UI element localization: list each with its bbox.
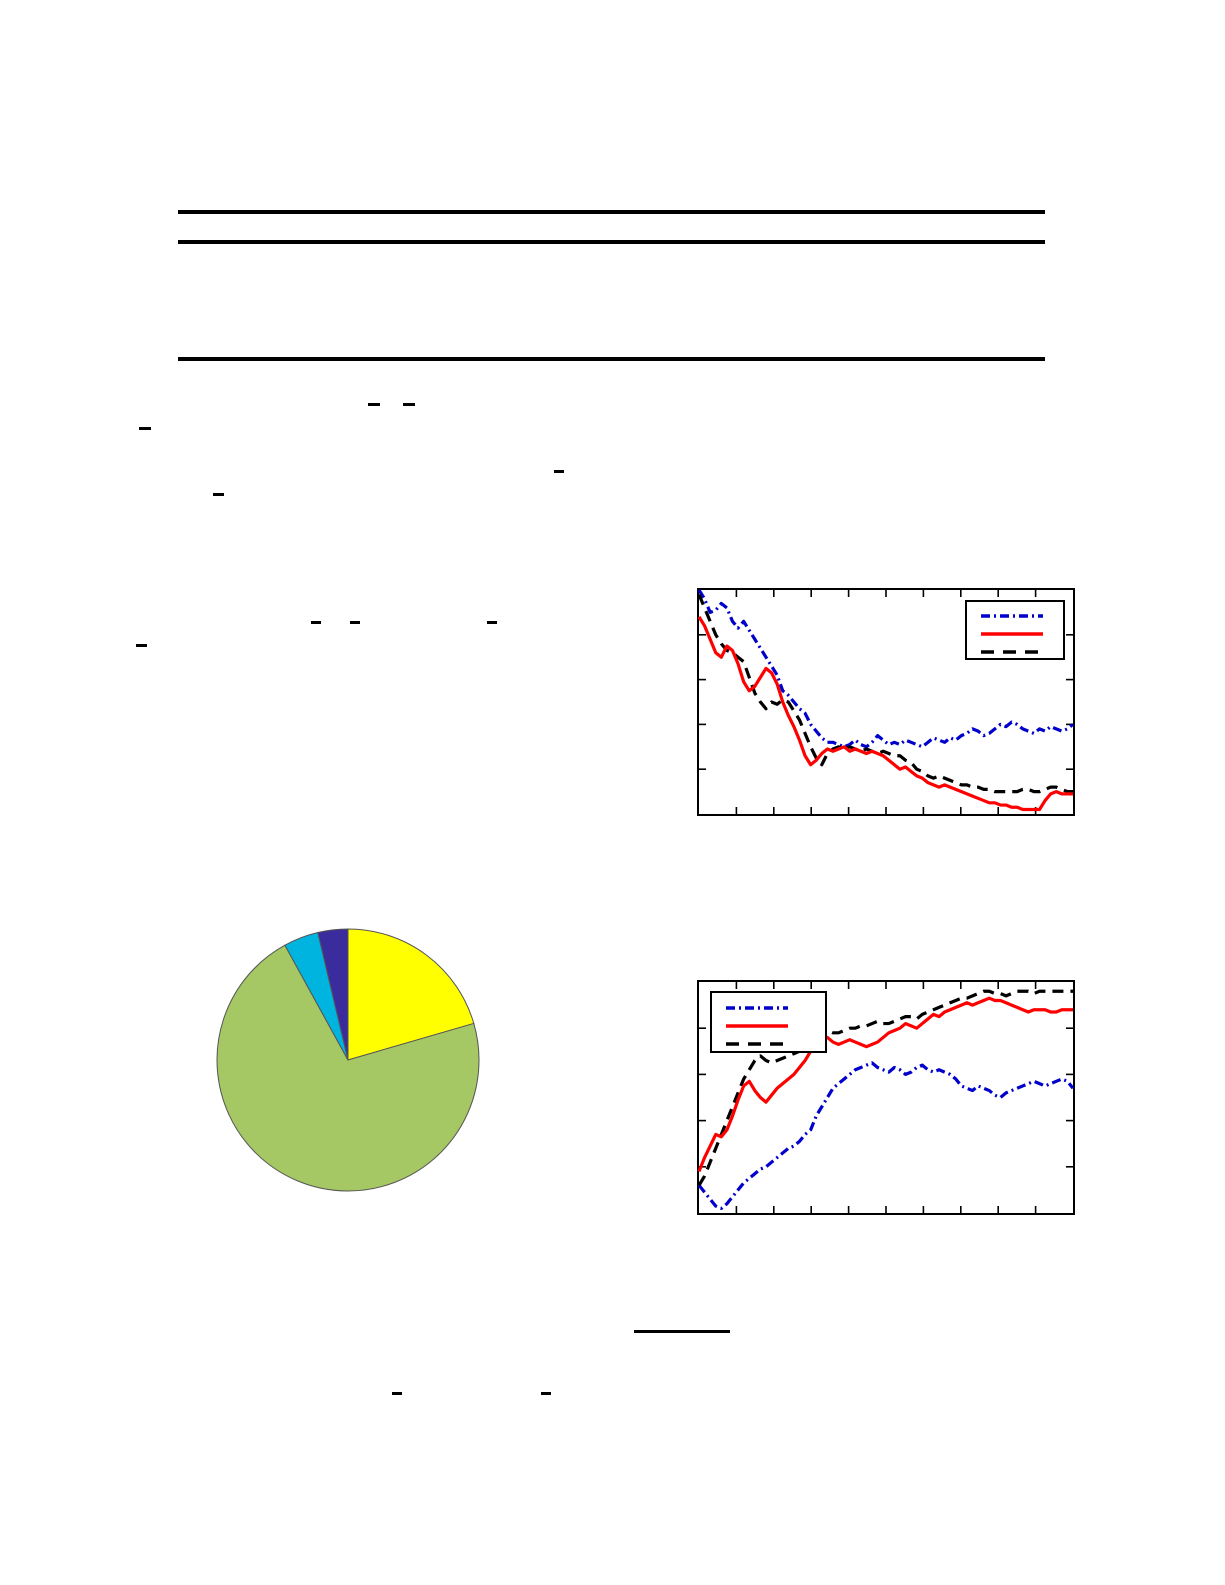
legend-entry-red: [712, 1018, 825, 1034]
stray-hyphen: [541, 1392, 551, 1395]
stray-hyphen: [392, 1392, 402, 1395]
chart-legend: [710, 991, 827, 1053]
table-midrule: [178, 240, 1045, 244]
table-toprule: [178, 210, 1045, 214]
legend-entry-red: [967, 626, 1063, 642]
stray-hyphen: [368, 403, 380, 406]
legend-swatch-black-icon: [981, 650, 1043, 654]
figure-top-right-linechart: [697, 588, 1075, 816]
stray-hyphen: [136, 644, 147, 647]
legend-swatch-black-icon: [726, 1042, 788, 1046]
legend-swatch-blue-icon: [981, 614, 1043, 618]
chart-legend: [965, 600, 1065, 660]
chart-plot-area: [697, 982, 1075, 1213]
legend-entry-black: [712, 1036, 825, 1052]
stray-hyphen: [554, 470, 564, 473]
legend-entry-blue: [712, 1000, 825, 1016]
stray-hyphen: [487, 621, 497, 624]
legend-swatch-red-icon: [726, 1024, 788, 1028]
pie-plot-area: [216, 928, 480, 1192]
figure-pie-left: [213, 925, 483, 1195]
figure-bottom-right-linechart: [697, 980, 1075, 1215]
chart-plot-area: [697, 589, 1075, 814]
legend-entry-black: [967, 644, 1063, 660]
inline-fraction-bar: [634, 1330, 730, 1333]
table-bottomrule: [178, 357, 1045, 361]
stray-hyphen: [213, 493, 224, 496]
legend-swatch-red-icon: [981, 632, 1043, 636]
legend-entry-blue: [967, 608, 1063, 624]
legend-swatch-blue-icon: [726, 1006, 788, 1010]
stray-hyphen: [403, 403, 415, 406]
stray-hyphen: [311, 621, 321, 624]
stray-hyphen: [350, 621, 360, 624]
stray-hyphen: [139, 427, 151, 430]
